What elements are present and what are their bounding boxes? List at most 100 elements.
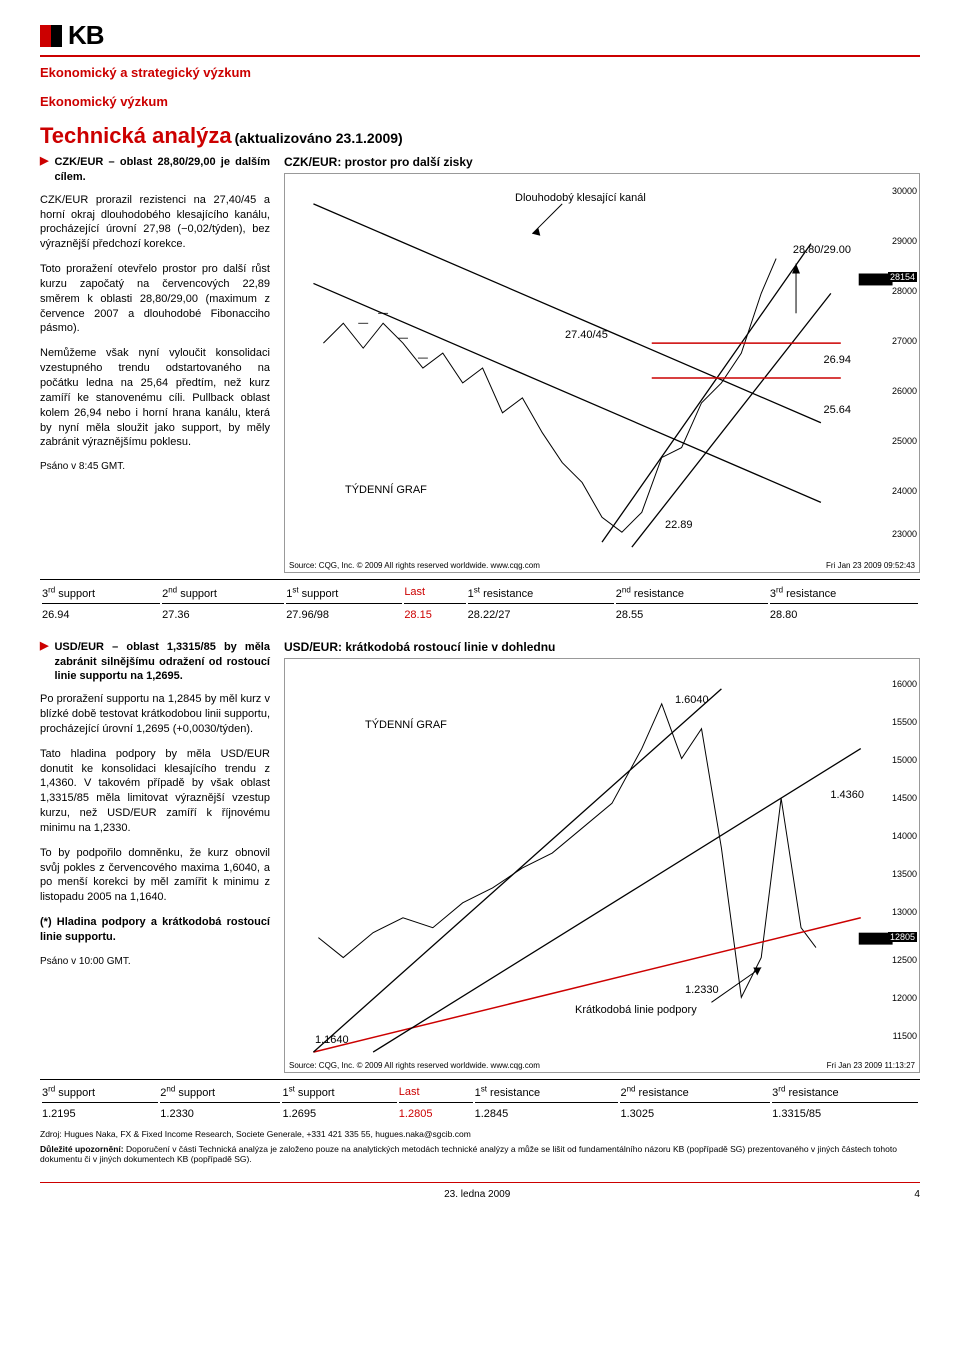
czk-td-3: 28.15	[404, 606, 465, 624]
czk-th-6: 3rd resistance	[770, 582, 918, 604]
czk-para2: Toto proražení otevřelo prostor pro dalš…	[40, 262, 270, 336]
czk-text-column: ▶ CZK/EUR – oblast 28,80/29,00 je dalším…	[40, 155, 270, 573]
usd-bullet-head: USD/EUR – oblast 1,3315/85 by měla zabrá…	[54, 640, 270, 685]
usd-td-2: 1.2695	[282, 1105, 396, 1123]
usd-th-4: 1st resistance	[475, 1082, 619, 1104]
czk-graf-label: TÝDENNÍ GRAF	[345, 484, 427, 496]
czk-ytick-6: 25000	[892, 436, 917, 446]
department-label: Ekonomický a strategický výzkum	[40, 65, 920, 80]
usd-level-d: 1.1640	[315, 1034, 349, 1046]
czk-chart-timestamp: Fri Jan 23 2009 09:52:43	[826, 561, 915, 570]
usd-level-c: 1.2330	[685, 984, 719, 996]
usd-th-0: 3rd support	[42, 1082, 158, 1104]
usd-th-6: 3rd resistance	[772, 1082, 918, 1104]
usd-th-3: Last	[399, 1082, 473, 1104]
czk-ytick-5: 26000	[892, 386, 917, 396]
czk-th-3: Last	[404, 582, 465, 604]
usd-text-column: ▶ USD/EUR – oblast 1,3315/85 by měla zab…	[40, 640, 270, 1073]
bullet-arrow-icon: ▶	[40, 155, 48, 168]
usd-ytick-8: 12500	[892, 955, 917, 965]
czk-td-2: 27.96/98	[286, 606, 402, 624]
czk-ytick-0: 30000	[892, 186, 917, 196]
czk-th-4: 1st resistance	[468, 582, 614, 604]
usd-td-0: 1.2195	[42, 1105, 158, 1123]
usd-td-3: 1.2805	[399, 1105, 473, 1123]
usd-ytick-9: 12000	[892, 993, 917, 1003]
czk-chart-svg	[285, 174, 919, 572]
czk-ytick-2: 28154	[888, 272, 917, 282]
czk-annot-channel: Dlouhodobý klesající kanál	[515, 192, 646, 204]
czk-para3: Nemůžeme však nyní vyloučit konsolidaci …	[40, 346, 270, 450]
czk-td-6: 28.80	[770, 606, 918, 624]
czk-level-d: 25.64	[823, 404, 851, 416]
czk-td-5: 28.55	[616, 606, 768, 624]
footer-page: 4	[914, 1189, 920, 1200]
page-title: Technická analýza	[40, 123, 232, 148]
czk-chart-source: Source: CQG, Inc. © 2009 All rights rese…	[289, 561, 540, 570]
czk-para1: CZK/EUR prorazil rezistenci na 27,40/45 …	[40, 193, 270, 252]
footnote-disclaimer: Důležité upozornění: Doporučení v části …	[40, 1144, 920, 1164]
usd-timestamp-note: Psáno v 10:00 GMT.	[40, 955, 270, 969]
footnote-source: Zdroj: Hugues Naka, FX & Fixed Income Re…	[40, 1129, 920, 1139]
usd-level-b: 1.4360	[830, 789, 864, 801]
header-divider	[40, 55, 920, 57]
usd-chart-source: Source: CQG, Inc. © 2009 All rights rese…	[289, 1061, 540, 1070]
usd-td-5: 1.3025	[620, 1105, 770, 1123]
usd-chart: TÝDENNÍ GRAF 1.6040 1.4360 1.2330 1.1640…	[284, 658, 920, 1073]
usd-annot-support: Krátkodobá linie podpory	[575, 1004, 697, 1016]
czk-level-a: 28.80/29.00	[793, 244, 851, 256]
logo-block: KB	[40, 20, 920, 51]
usd-para2: Tato hladina podpory by měla USD/EUR don…	[40, 747, 270, 836]
usd-ytick-3: 14500	[892, 793, 917, 803]
usd-th-5: 2nd resistance	[620, 1082, 770, 1104]
usd-ytick-4: 14000	[892, 831, 917, 841]
czk-level-c: 26.94	[823, 354, 851, 366]
brand-name: KB	[68, 20, 104, 51]
czk-th-1: 2nd support	[162, 582, 284, 604]
czk-ytick-3: 28000	[892, 286, 917, 296]
usd-th-1: 2nd support	[160, 1082, 280, 1104]
footer-date: 23. ledna 2009	[444, 1189, 510, 1200]
usd-para4: (*) Hladina podpory a krátkodobá rostouc…	[40, 915, 270, 945]
czk-ytick-4: 27000	[892, 336, 917, 346]
czk-bullet-head: CZK/EUR – oblast 28,80/29,00 je dalším c…	[54, 155, 270, 185]
usd-para3: To by podpořilo domněnku, že kurz obnovi…	[40, 846, 270, 905]
czk-th-0: 3rd support	[42, 582, 160, 604]
usd-graf-label: TÝDENNÍ GRAF	[365, 719, 447, 731]
usd-level-a: 1.6040	[675, 694, 709, 706]
czk-chart: Dlouhodobý klesající kanál 27.40/45 28.8…	[284, 173, 920, 573]
czk-td-0: 26.94	[42, 606, 160, 624]
czk-sr-table: 3rd support 2nd support 1st support Last…	[40, 579, 920, 626]
czk-chart-title: CZK/EUR: prostor pro další zisky	[284, 155, 920, 169]
usd-td-6: 1.3315/85	[772, 1105, 918, 1123]
czk-th-2: 1st support	[286, 582, 402, 604]
page-title-row: Technická analýza (aktualizováno 23.1.20…	[40, 123, 920, 149]
usd-sr-table: 3rd support 2nd support 1st support Last…	[40, 1079, 920, 1126]
usd-para1: Po proražení supportu na 1,2845 by měl k…	[40, 692, 270, 737]
usd-ytick-10: 11500	[893, 1031, 917, 1041]
usd-ytick-6: 13000	[892, 907, 917, 917]
usd-chart-title: USD/EUR: krátkodobá rostoucí linie v doh…	[284, 640, 920, 654]
footer-divider	[40, 1182, 920, 1183]
usd-chart-timestamp: Fri Jan 23 2009 11:13:27	[827, 1061, 915, 1070]
usd-ytick-7: 12805	[888, 932, 917, 942]
czk-ytick-7: 24000	[892, 486, 917, 496]
logo-mark-icon	[40, 25, 62, 47]
usd-ytick-2: 15000	[892, 755, 917, 765]
sub-department-label: Ekonomický výzkum	[40, 94, 920, 109]
usd-td-1: 1.2330	[160, 1105, 280, 1123]
bullet-arrow-icon: ▶	[40, 640, 48, 653]
usd-td-4: 1.2845	[475, 1105, 619, 1123]
czk-level-e: 22.89	[665, 519, 693, 531]
usd-th-2: 1st support	[282, 1082, 396, 1104]
czk-ytick-8: 23000	[892, 529, 917, 539]
usd-ytick-1: 15500	[892, 717, 917, 727]
czk-timestamp-note: Psáno v 8:45 GMT.	[40, 460, 270, 474]
czk-ytick-1: 29000	[892, 236, 917, 246]
usd-ytick-5: 13500	[892, 869, 917, 879]
page-title-suffix: (aktualizováno 23.1.2009)	[235, 130, 403, 146]
czk-td-1: 27.36	[162, 606, 284, 624]
usd-ytick-0: 16000	[892, 679, 917, 689]
czk-th-5: 2nd resistance	[616, 582, 768, 604]
czk-td-4: 28.22/27	[468, 606, 614, 624]
